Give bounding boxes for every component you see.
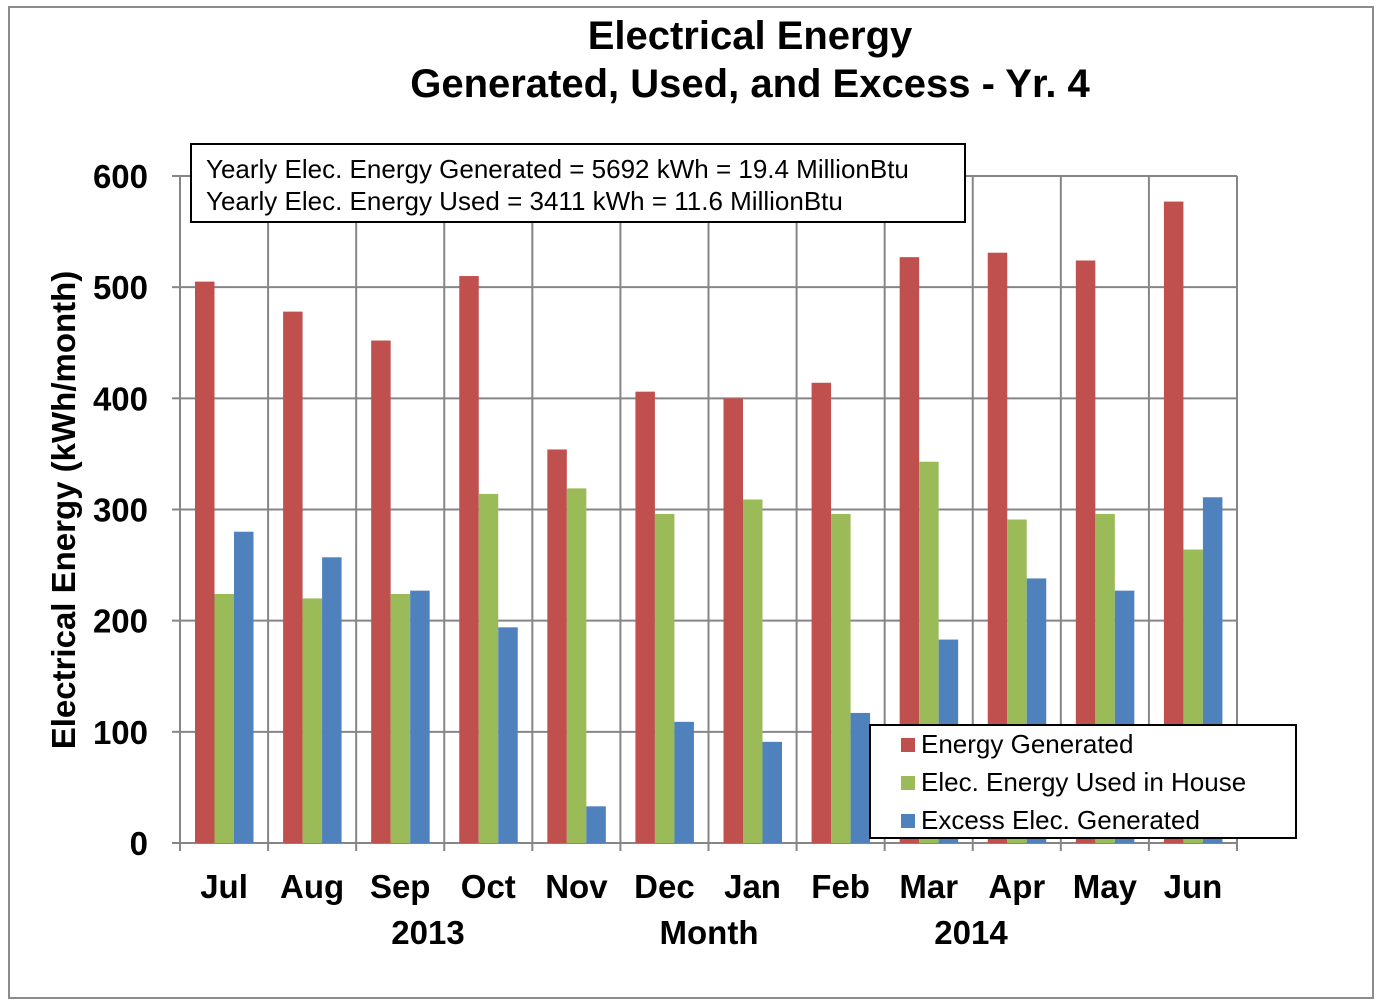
chart-subtitle: Generated, Used, and Excess - Yr. 4: [410, 62, 1090, 106]
x-tick-label: Feb: [811, 868, 870, 905]
bar-excess-elec-generated: [762, 741, 782, 843]
chart-title: Electrical Energy: [587, 14, 913, 58]
bar-energy-generated: [283, 311, 303, 844]
bar-energy-generated: [547, 449, 567, 843]
y-tick-label: 100: [93, 714, 148, 751]
legend-item: Elec. Energy Used in House: [901, 764, 1246, 802]
legend-swatch: [901, 738, 915, 752]
legend-item: Excess Elec. Generated: [901, 802, 1200, 840]
x-tick-label: Sep: [370, 868, 431, 905]
year-label: 2014: [934, 914, 1008, 951]
bar-excess-elec-generated: [234, 531, 254, 843]
y-tick-label: 500: [93, 269, 148, 306]
bar-energy-generated: [459, 276, 479, 843]
bar-energy-generated: [1163, 201, 1184, 843]
x-tick-label: Apr: [988, 868, 1045, 905]
y-tick-label: 200: [93, 603, 148, 640]
bar-elec-energy-used-in-house: [214, 593, 234, 843]
x-tick-label: Nov: [545, 868, 608, 905]
annotation-line: Yearly Elec. Energy Used = 3411 kWh = 11…: [206, 186, 843, 216]
y-tick-label: 400: [93, 380, 148, 417]
bar-energy-generated: [635, 391, 655, 843]
y-tick-label: 0: [130, 825, 148, 862]
y-tick-label: 600: [93, 158, 148, 195]
bar-elec-energy-used-in-house: [302, 598, 323, 843]
bar-excess-elec-generated: [850, 712, 871, 843]
x-tick-label: Dec: [634, 868, 695, 905]
bar-elec-energy-used-in-house: [743, 499, 763, 843]
bar-elec-energy-used-in-house: [654, 513, 675, 843]
x-tick-label: Mar: [899, 868, 958, 905]
legend-swatch: [901, 814, 915, 828]
annotation-box: Yearly Elec. Energy Generated = 5692 kWh…: [190, 143, 966, 223]
bar-energy-generated: [195, 281, 215, 843]
bar-elec-energy-used-in-house: [566, 488, 587, 843]
y-axis-label: Electrical Energy (kWh/month): [45, 270, 82, 750]
bar-excess-elec-generated: [674, 721, 694, 843]
bar-elec-energy-used-in-house: [390, 593, 411, 843]
x-tick-label: May: [1073, 868, 1138, 905]
legend: Energy Generated Elec. Energy Used in Ho…: [869, 724, 1297, 839]
bar-excess-elec-generated: [410, 590, 430, 843]
bar-energy-generated: [1075, 260, 1096, 843]
x-tick-label: Jun: [1164, 868, 1223, 905]
bar-energy-generated: [811, 382, 832, 843]
legend-swatch: [901, 776, 915, 790]
x-tick-label: Oct: [461, 868, 516, 905]
bar-elec-energy-used-in-house: [478, 493, 499, 843]
bar-elec-energy-used-in-house: [831, 513, 851, 843]
bar-energy-generated: [987, 252, 1008, 843]
bar-energy-generated: [723, 398, 743, 843]
x-tick-label: Jul: [200, 868, 248, 905]
annotation-line: Yearly Elec. Energy Generated = 5692 kWh…: [206, 154, 909, 184]
bar-energy-generated: [371, 340, 391, 843]
x-tick-label: Aug: [280, 868, 344, 905]
y-tick-label: 300: [93, 492, 148, 529]
x-axis-label: Month: [659, 914, 759, 951]
legend-item: Energy Generated: [901, 726, 1133, 764]
year-label: 2013: [391, 914, 465, 951]
chart-frame: [8, 6, 1374, 999]
bar-excess-elec-generated: [322, 557, 342, 843]
bar-excess-elec-generated: [498, 627, 518, 843]
x-tick-label: Jan: [724, 868, 781, 905]
bar-energy-generated: [899, 257, 920, 843]
bar-excess-elec-generated: [586, 806, 606, 843]
